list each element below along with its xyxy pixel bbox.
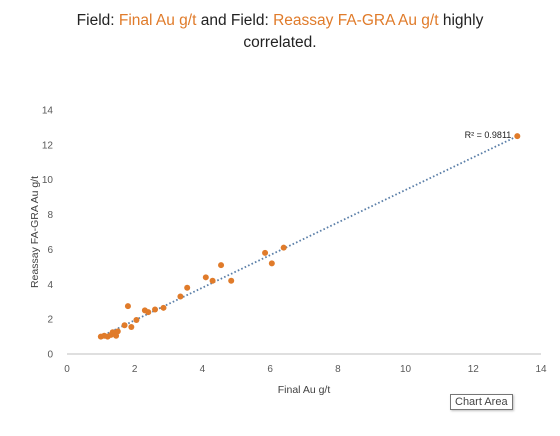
y-tick-label: 14 [42, 106, 54, 117]
data-point[interactable] [124, 303, 131, 310]
y-tick-label: 12 [42, 140, 54, 151]
data-points-layer [97, 133, 521, 340]
data-point[interactable] [152, 306, 159, 313]
trendline [100, 135, 518, 338]
title-suffix: highly [438, 12, 484, 29]
x-tick-label: 0 [64, 364, 70, 375]
x-tick-label: 2 [132, 364, 138, 375]
data-point[interactable] [121, 322, 128, 329]
data-point[interactable] [209, 277, 216, 284]
data-point[interactable] [114, 328, 121, 335]
trendline-layer [100, 135, 518, 338]
y-tick-label: 6 [47, 245, 53, 256]
chart-labels-layer: 0 2 4 6 8 10 12 14 0 2 4 6 8 10 12 14 Final Au g/t Reassa… [29, 106, 547, 397]
data-point[interactable] [202, 274, 209, 281]
data-point[interactable] [514, 133, 521, 140]
x-axis-title: Final Au g/t [278, 384, 331, 396]
chart-title-line2: correlated. [243, 34, 317, 51]
x-tick-label: 14 [535, 364, 547, 375]
chart-title-line1: Field: Final Au g/t and Field: Reassay F… [40, 10, 520, 32]
data-point[interactable] [160, 304, 167, 311]
chart-area-tooltip: Chart Area [450, 394, 513, 410]
title-prefix: Field: [76, 12, 119, 29]
data-point[interactable] [184, 284, 191, 291]
data-point[interactable] [262, 249, 269, 256]
data-point[interactable] [133, 317, 140, 324]
x-tick-label: 8 [335, 364, 341, 375]
title-middle: and Field: [196, 12, 274, 29]
y-axis-title: Reassay FA-GRA Au g/t [29, 176, 41, 288]
data-point[interactable] [145, 309, 152, 316]
r-squared-label: R² = 0.9811 [465, 130, 512, 140]
y-tick-label: 8 [47, 210, 53, 221]
y-tick-label: 4 [47, 280, 53, 291]
title-field-final: Final Au g/t [118, 12, 197, 29]
x-tick-label: 6 [267, 364, 273, 375]
data-point[interactable] [280, 244, 287, 251]
y-tick-label: 0 [47, 350, 53, 361]
data-point[interactable] [128, 323, 135, 330]
y-tick-label: 2 [47, 315, 53, 326]
title-field-reassay: Reassay FA-GRA Au g/t [273, 12, 439, 29]
x-tick-label: 10 [400, 364, 412, 375]
data-point[interactable] [218, 262, 225, 269]
data-point[interactable] [268, 260, 275, 267]
x-tick-label: 4 [200, 364, 206, 375]
y-tick-label: 10 [42, 175, 54, 186]
x-tick-label: 12 [468, 364, 480, 375]
data-point[interactable] [177, 293, 184, 300]
chart-title: Field: Final Au g/t and Field: Reassay F… [40, 10, 520, 54]
data-point[interactable] [228, 277, 235, 284]
